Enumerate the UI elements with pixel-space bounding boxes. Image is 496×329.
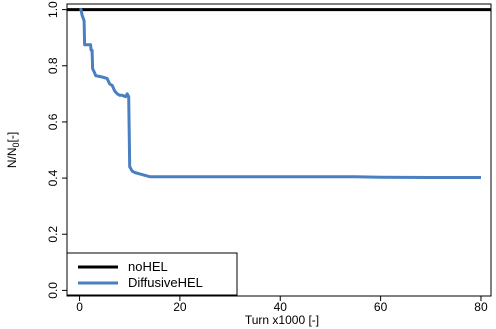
legend-box [66,252,238,296]
y-axis-title-main: N/N [5,148,19,169]
y-axis-title-suffix: [-] [5,132,19,143]
legend-label-diffusivehel: DiffusiveHEL [128,275,203,290]
x-tick-label: 40 [274,300,288,314]
y-tick-label: 0.8 [46,57,60,74]
y-axis-title: N/N0[-] [5,132,21,168]
y-tick-label: 0.4 [46,169,60,186]
y-tick-label: 1.0 [46,1,60,18]
x-ticks: 0 20 40 60 80 [76,296,488,314]
y-ticks: 0.0 0.2 0.4 0.6 0.8 1.0 [46,1,67,299]
x-tick-label: 80 [474,300,488,314]
x-tick-label: 60 [374,300,388,314]
y-tick-label: 0.0 [46,282,60,299]
y-tick-label: 0.6 [46,113,60,130]
plot-frame [66,3,492,297]
y-axis-title-subscript: 0 [11,142,21,147]
x-tick-label: 0 [76,300,83,314]
x-tick-label: 20 [173,300,187,314]
x-axis-title: Turn x1000 [-] [245,313,319,327]
legend: noHEL DiffusiveHEL [66,252,238,296]
y-tick-label: 0.2 [46,226,60,243]
legend-label-nohel: noHEL [128,259,168,274]
series-line-diffusivehel [79,8,481,179]
series-layer [67,8,491,179]
